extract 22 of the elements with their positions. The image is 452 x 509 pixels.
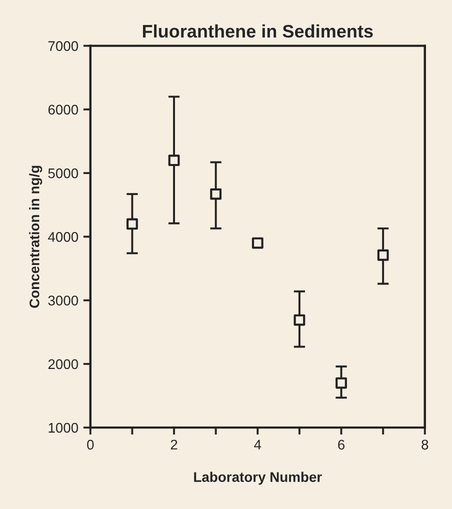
x-tick-label: 4	[254, 440, 262, 450]
x-tick-label: 6	[338, 440, 345, 450]
point	[377, 249, 389, 261]
chart-title: Fluoranthene in Sediments	[142, 24, 373, 38]
y-tick-label: 3000	[48, 296, 78, 306]
x-tick-label: 2	[170, 440, 178, 450]
y-tick-label: 7000	[48, 41, 78, 51]
point	[252, 237, 264, 249]
y-tick-label: 2000	[48, 359, 78, 370]
point	[294, 314, 306, 326]
y-tick-label: 5000	[48, 168, 78, 178]
y-tick-label: 6000	[48, 104, 78, 115]
y-tick-label: 1000	[48, 422, 78, 433]
x-tick-label: 8	[422, 440, 428, 450]
x-axis-title: Laboratory Number	[194, 472, 322, 485]
y-axis-title: Concentration in ng/g	[29, 166, 42, 308]
point	[336, 377, 347, 389]
point	[210, 188, 222, 200]
y-tick-label: 4000	[48, 232, 78, 242]
point	[168, 154, 180, 166]
point	[126, 218, 138, 230]
x-tick-label: 0	[87, 440, 94, 450]
